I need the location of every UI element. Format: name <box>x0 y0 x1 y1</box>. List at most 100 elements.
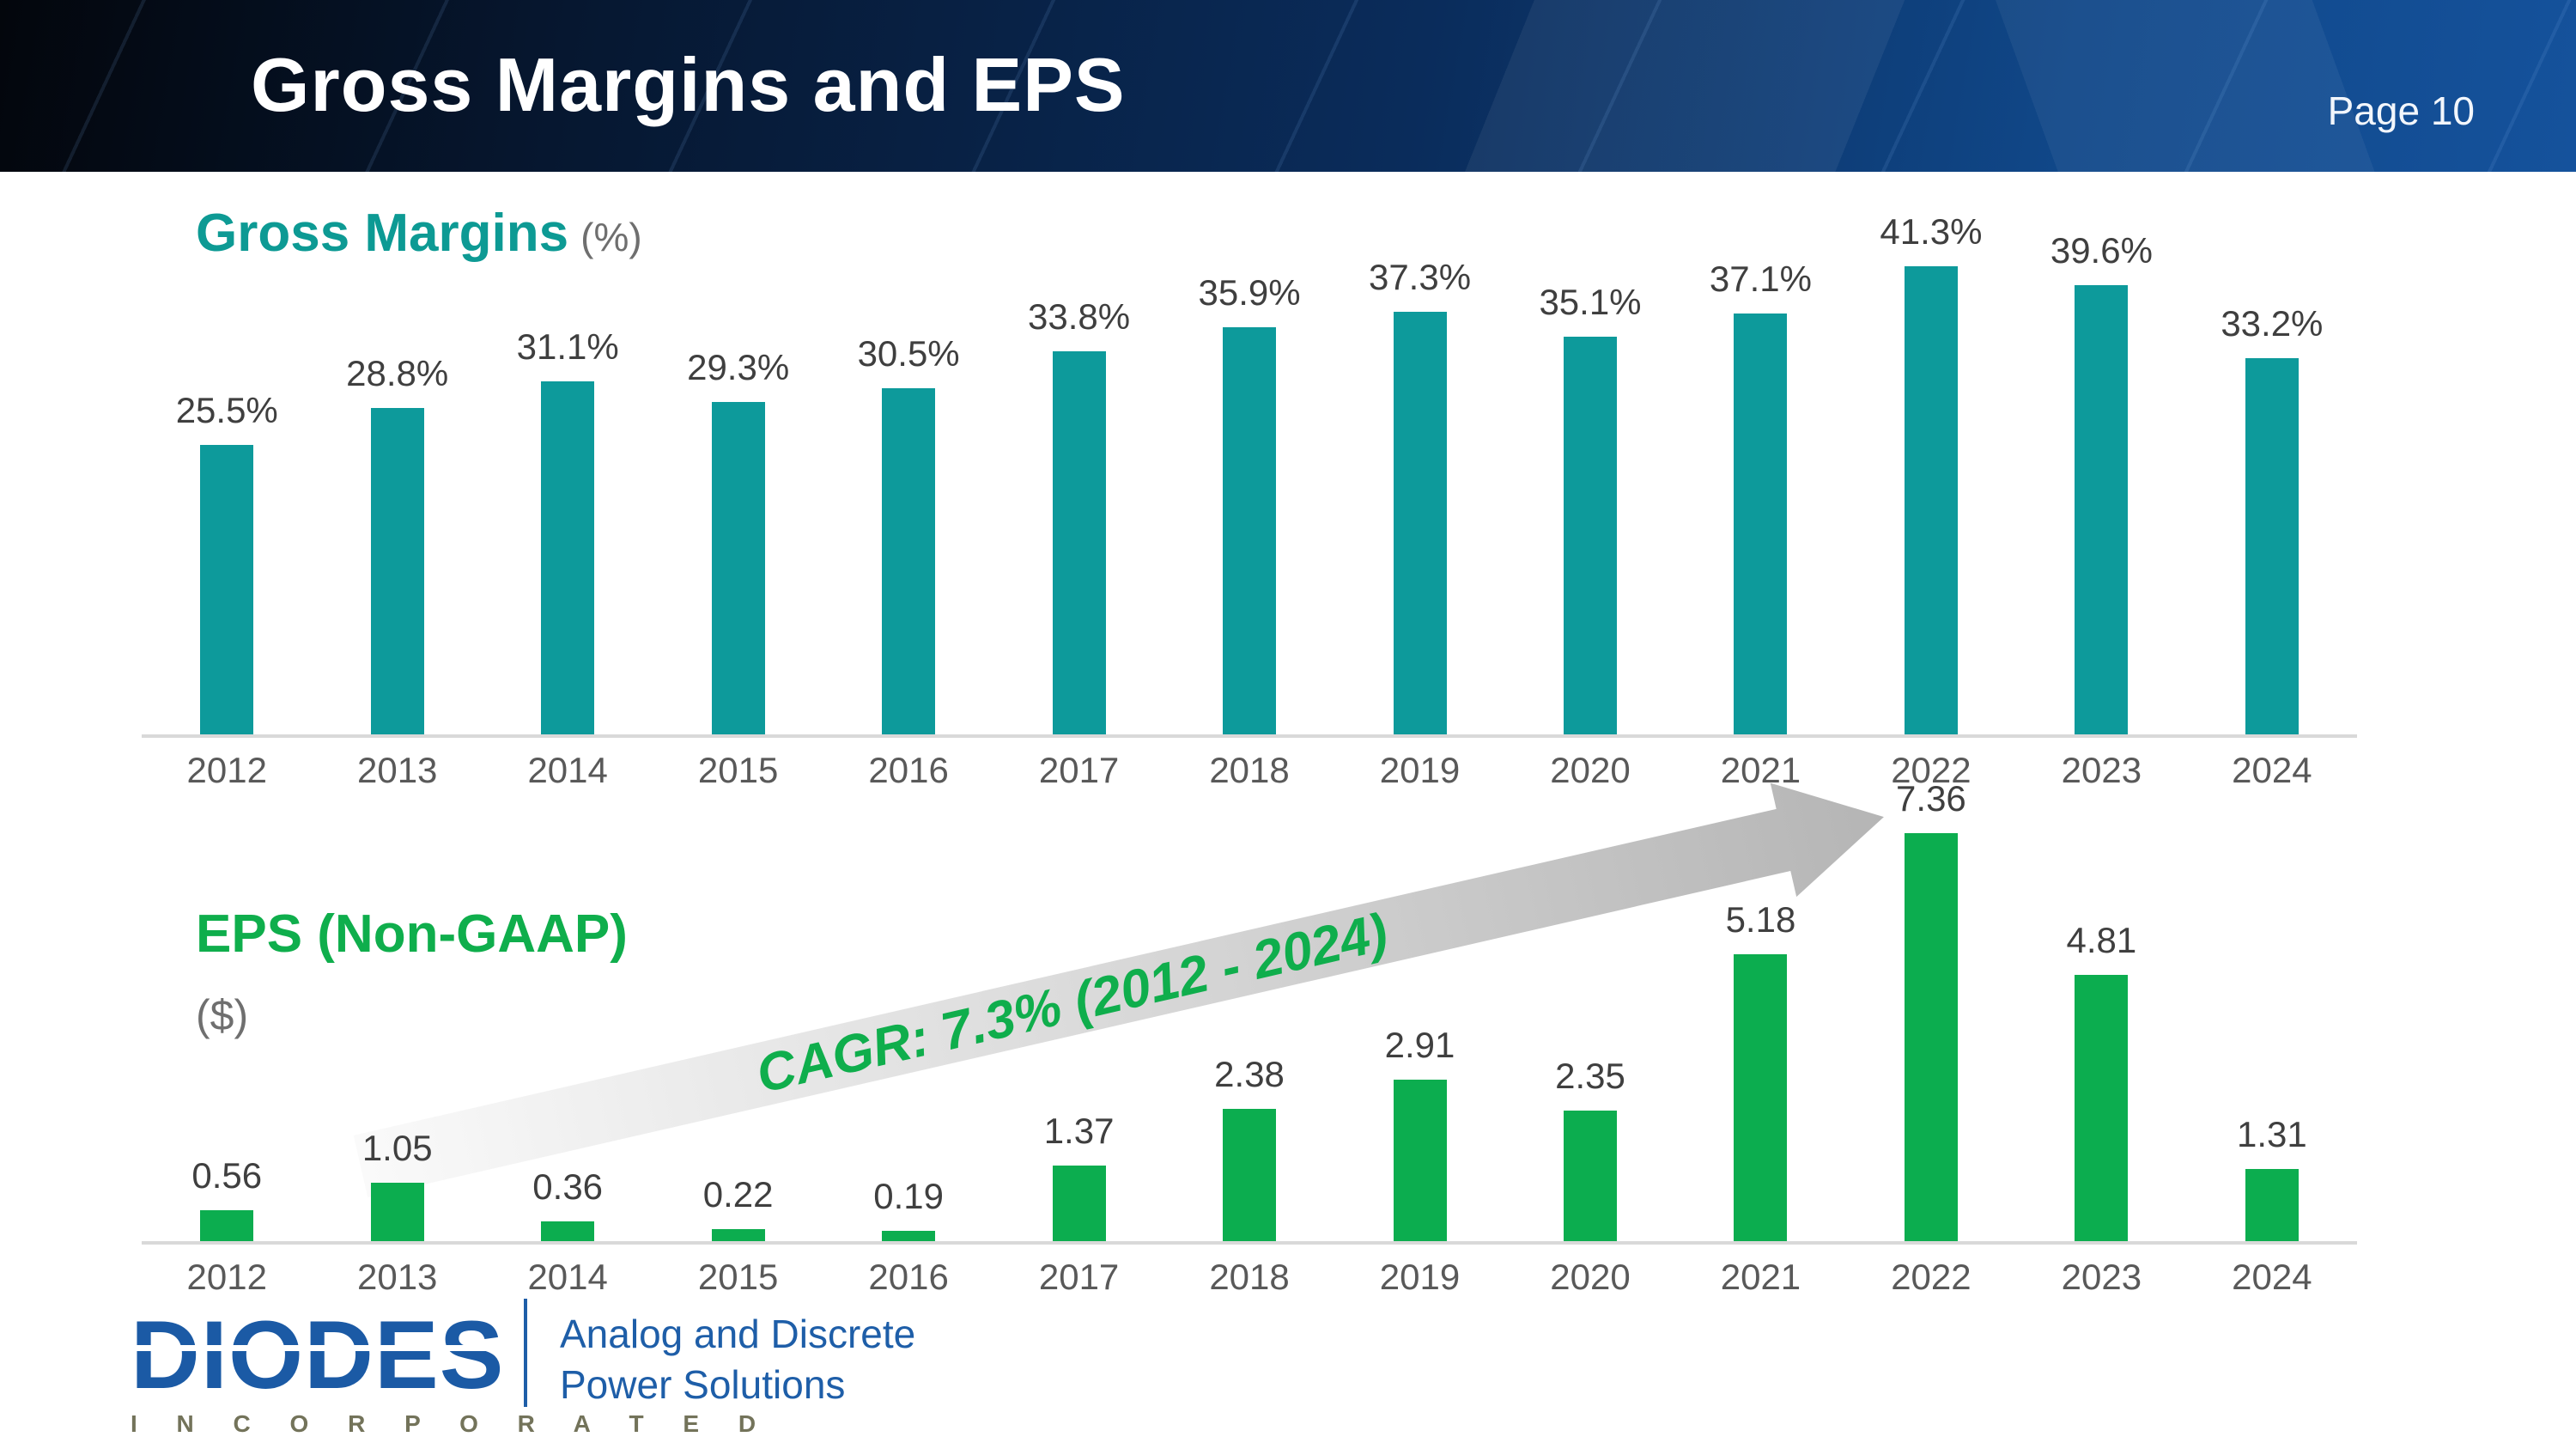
diodes-logo-wordmark: DIODES <box>119 1307 794 1403</box>
bar <box>2245 1169 2299 1241</box>
bar-column: 35.9% <box>1164 272 1334 734</box>
year-axis-label: 2022 <box>1891 1257 1971 1297</box>
bar-value-label: 7.36 <box>1896 778 1966 819</box>
eps-unit-label: ($) <box>196 991 249 1039</box>
bar-column: 2.38 <box>1164 1054 1334 1241</box>
year-axis-label: 2020 <box>1550 750 1631 790</box>
bar-value-label: 25.5% <box>175 390 278 430</box>
bar-column: 1.05 <box>312 1128 482 1241</box>
bar-value-label: 4.81 <box>2066 920 2137 960</box>
year-axis-label: 2016 <box>868 750 949 790</box>
bar-value-label: 31.1% <box>516 326 619 367</box>
year-axis-label: 2013 <box>356 1257 438 1297</box>
year-axis-label: 2014 <box>527 750 608 790</box>
bar <box>1393 1080 1447 1241</box>
bar-value-label: 0.19 <box>873 1176 944 1216</box>
header-banner: Gross Margins and EPS Page 10 <box>0 0 2576 172</box>
bar <box>2075 285 2129 734</box>
bar-column: 0.36 <box>483 1166 653 1241</box>
bar-value-label: 30.5% <box>857 333 960 374</box>
gross-margins-year-axis: 2012 2013 2014 2015 2016 2017 2018 2019 2020 2021… <box>142 750 2357 791</box>
bar-column: 1.37 <box>993 1111 1163 1241</box>
year-axis-label: 2022 <box>1891 750 1971 790</box>
footer-divider <box>524 1299 527 1407</box>
year-axis-label: 2020 <box>1550 1257 1631 1297</box>
bar-column: 39.6% <box>2016 230 2186 734</box>
bar-value-label: 37.3% <box>1368 257 1472 297</box>
bar <box>370 1183 424 1241</box>
year-axis-label: 2023 <box>2061 1257 2142 1297</box>
bar-value-label: 29.3% <box>687 347 790 387</box>
bar-column: 5.18 <box>1675 899 1845 1241</box>
bar-value-label: 0.36 <box>532 1166 604 1207</box>
bar <box>1052 351 1106 734</box>
bar-value-label: 35.9% <box>1198 272 1301 313</box>
bar-column: 25.5% <box>142 390 312 734</box>
bar <box>1734 954 1788 1241</box>
bar-value-label: 28.8% <box>346 353 449 393</box>
footer-tagline-line2: Power Solutions <box>560 1361 846 1407</box>
bar-column: 28.8% <box>312 353 482 734</box>
page-title: Gross Margins and EPS <box>251 42 1126 127</box>
bar-value-label: 0.56 <box>191 1155 263 1196</box>
bar <box>711 1229 765 1241</box>
year-axis-label: 2015 <box>697 750 779 790</box>
bar <box>1563 337 1617 734</box>
bar-value-label: 33.8% <box>1028 296 1131 337</box>
bar-column: 0.22 <box>653 1174 823 1241</box>
bar <box>541 1221 595 1241</box>
bar <box>370 408 424 734</box>
eps-title-block: EPS (Non-GAAP) ($) <box>196 904 628 1040</box>
bar <box>1223 1109 1277 1241</box>
bar <box>882 388 936 734</box>
gross-margins-title-row: Gross Margins (%) <box>196 203 642 264</box>
year-axis-label: 2021 <box>1720 1257 1801 1297</box>
bar-value-label: 1.31 <box>2236 1114 2307 1154</box>
bar <box>1904 266 1958 734</box>
page-number: Page 10 <box>2327 88 2475 133</box>
eps-title: EPS (Non-GAAP) <box>196 904 628 964</box>
year-axis-label: 2012 <box>186 750 267 790</box>
bar-value-label: 2.91 <box>1384 1025 1455 1065</box>
footer-tagline-line1: Analog and Discrete <box>560 1312 916 1356</box>
year-axis-label: 2019 <box>1379 1257 1461 1297</box>
bar-column: 37.1% <box>1675 259 1845 734</box>
gross-margins-unit-label: (%) <box>580 215 642 259</box>
year-axis-label: 2012 <box>186 1257 267 1297</box>
bar-column: 0.56 <box>142 1155 312 1241</box>
year-axis-label: 2018 <box>1209 1257 1290 1297</box>
bar-column: 31.1% <box>483 326 653 734</box>
bar-column: 2.91 <box>1334 1025 1504 1241</box>
year-axis-label: 2019 <box>1379 750 1461 790</box>
bar-value-label: 1.37 <box>1043 1111 1115 1151</box>
year-axis-label: 2023 <box>2061 750 2142 790</box>
year-axis-label: 2014 <box>527 1257 608 1297</box>
bar <box>2075 975 2129 1241</box>
bar-column: 33.8% <box>993 296 1163 734</box>
bar <box>882 1231 936 1241</box>
bar-column: 30.5% <box>823 333 993 734</box>
bar <box>200 1210 254 1241</box>
bar <box>1223 327 1277 734</box>
year-axis-label: 2024 <box>2232 1257 2312 1297</box>
footer-tagline: Analog and Discrete Power Solutions <box>560 1309 915 1410</box>
bar-column: 0.19 <box>823 1176 993 1241</box>
bar-value-label: 41.3% <box>1880 211 1983 252</box>
year-axis-label: 2013 <box>356 750 438 790</box>
eps-year-axis: 2012 2013 2014 2015 2016 2017 2018 2019 2020 2021… <box>142 1257 2357 1298</box>
bar-column: 1.31 <box>2187 1114 2357 1241</box>
bar-column: 29.3% <box>653 347 823 734</box>
bar <box>200 445 254 734</box>
bar-column: 4.81 <box>2016 920 2186 1241</box>
bar-value-label: 35.1% <box>1539 282 1642 322</box>
year-axis-label: 2018 <box>1209 750 1290 790</box>
bar-column: 7.36 <box>1846 778 2016 1241</box>
bar-column: 37.3% <box>1334 257 1504 734</box>
diodes-logo: DIODES I N C O R P O R A T E D <box>119 1307 794 1436</box>
year-axis-label: 2016 <box>868 1257 949 1297</box>
bar <box>1563 1111 1617 1241</box>
eps-plot: 0.56 1.05 0.36 0.22 0.19 1.37 2.38 2.91 2.35 5.18… <box>142 760 2357 1245</box>
bar <box>1904 833 1958 1241</box>
bar-value-label: 39.6% <box>2050 230 2153 271</box>
